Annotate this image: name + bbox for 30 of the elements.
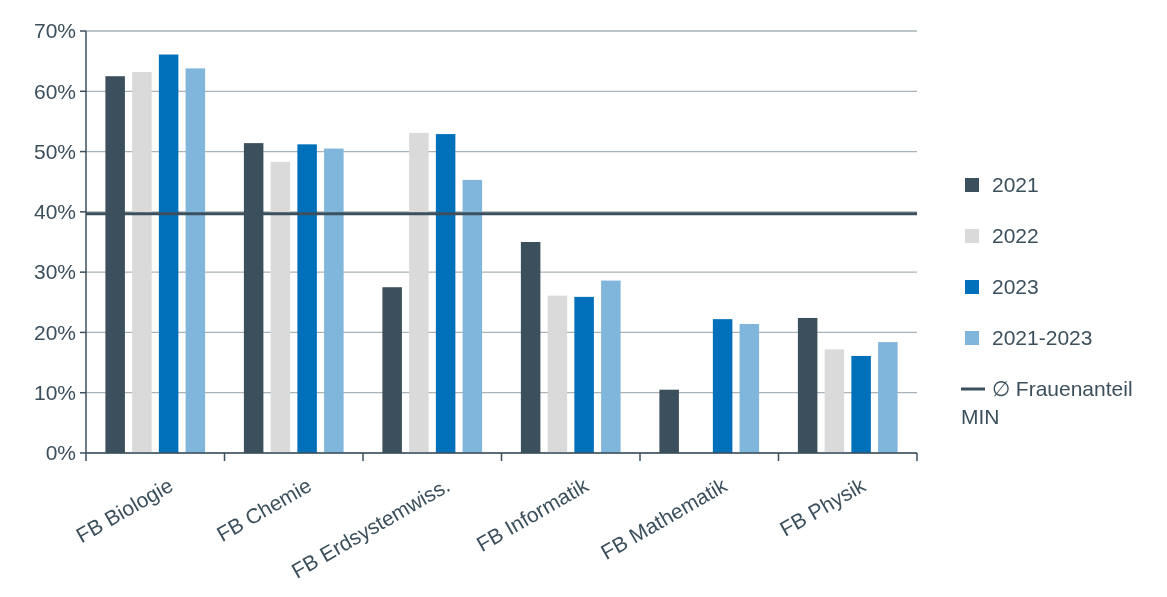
bar	[435, 134, 456, 453]
y-tick-label: 30%	[33, 260, 76, 284]
legend-label: 2022	[992, 224, 1039, 248]
bar	[132, 71, 152, 453]
bar	[739, 323, 760, 453]
legend-label: 2023	[992, 275, 1039, 299]
bar	[270, 161, 291, 453]
legend-label: 2021	[992, 173, 1039, 197]
bar	[601, 280, 621, 453]
legend-label: 2021-2023	[992, 326, 1093, 350]
bar	[712, 319, 733, 453]
y-tick-label: 20%	[33, 320, 76, 344]
bar	[409, 132, 429, 453]
y-tick-label: 40%	[33, 200, 76, 224]
bar	[297, 144, 317, 453]
bar	[878, 342, 898, 453]
y-tick-label: 60%	[33, 79, 76, 103]
bar	[574, 296, 594, 453]
y-tick-label: 10%	[33, 381, 76, 405]
bar	[547, 295, 568, 453]
bar	[158, 54, 179, 453]
bar	[462, 179, 483, 453]
y-tick-label: 50%	[33, 139, 76, 163]
y-tick-label: 0%	[45, 441, 76, 465]
bar	[324, 148, 344, 453]
bar	[824, 349, 845, 453]
bar	[851, 355, 871, 453]
bar	[185, 68, 206, 453]
y-tick-label: 70%	[33, 19, 76, 43]
legend-label: ∅ Frauenanteil MIN	[961, 377, 1133, 428]
